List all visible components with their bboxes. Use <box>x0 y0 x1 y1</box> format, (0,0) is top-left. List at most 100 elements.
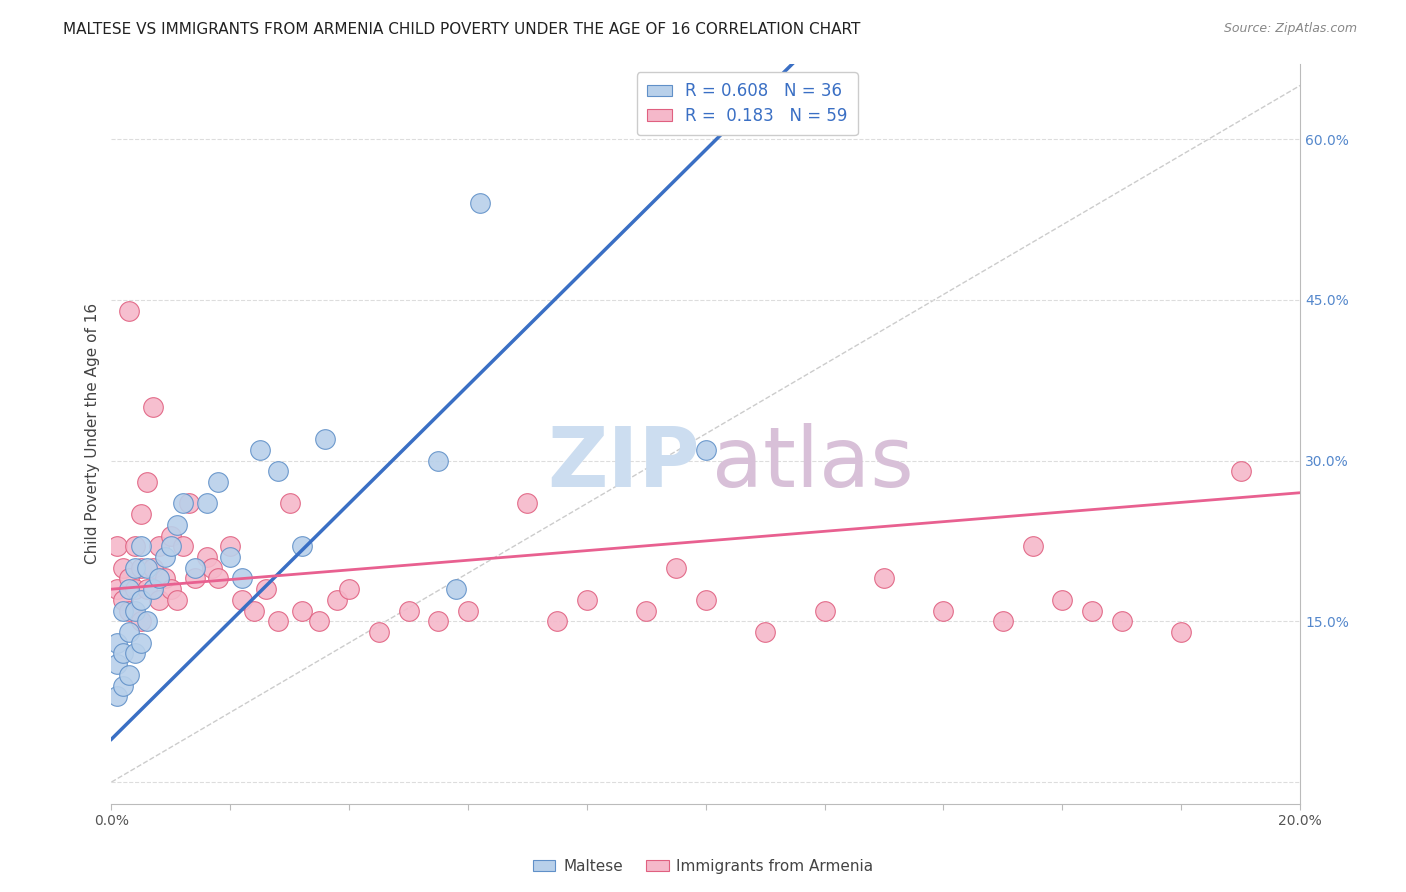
Point <box>267 464 290 478</box>
Point <box>105 582 128 597</box>
Point <box>207 572 229 586</box>
Point <box>754 625 776 640</box>
Point <box>207 475 229 489</box>
Point <box>468 196 491 211</box>
Point <box>457 604 479 618</box>
Point <box>118 668 141 682</box>
Point <box>129 539 152 553</box>
Point <box>118 582 141 597</box>
Point <box>575 593 598 607</box>
Point <box>932 604 955 618</box>
Point <box>148 539 170 553</box>
Text: Source: ZipAtlas.com: Source: ZipAtlas.com <box>1223 22 1357 36</box>
Point <box>427 615 450 629</box>
Point <box>148 593 170 607</box>
Point <box>172 496 194 510</box>
Point <box>136 560 159 574</box>
Point <box>308 615 330 629</box>
Point <box>124 560 146 574</box>
Point <box>112 593 135 607</box>
Point <box>219 549 242 564</box>
Point <box>166 593 188 607</box>
Point <box>112 604 135 618</box>
Point <box>105 690 128 704</box>
Point <box>183 560 205 574</box>
Point <box>243 604 266 618</box>
Point <box>142 400 165 414</box>
Point <box>118 604 141 618</box>
Point <box>695 593 717 607</box>
Point <box>1111 615 1133 629</box>
Point <box>118 572 141 586</box>
Point <box>124 647 146 661</box>
Point <box>1229 464 1251 478</box>
Point <box>201 560 224 574</box>
Point <box>129 560 152 574</box>
Point <box>219 539 242 553</box>
Point <box>398 604 420 618</box>
Point <box>314 432 336 446</box>
Point <box>153 572 176 586</box>
Point <box>813 604 835 618</box>
Point <box>337 582 360 597</box>
Point <box>160 539 183 553</box>
Point <box>636 604 658 618</box>
Point <box>124 604 146 618</box>
Text: MALTESE VS IMMIGRANTS FROM ARMENIA CHILD POVERTY UNDER THE AGE OF 16 CORRELATION: MALTESE VS IMMIGRANTS FROM ARMENIA CHILD… <box>63 22 860 37</box>
Point <box>1170 625 1192 640</box>
Point <box>160 528 183 542</box>
Point <box>177 496 200 510</box>
Point <box>124 582 146 597</box>
Point <box>278 496 301 510</box>
Point <box>172 539 194 553</box>
Point <box>142 560 165 574</box>
Point <box>231 593 253 607</box>
Point <box>326 593 349 607</box>
Point <box>118 303 141 318</box>
Point <box>105 636 128 650</box>
Point <box>129 636 152 650</box>
Point <box>136 582 159 597</box>
Point <box>1081 604 1104 618</box>
Point <box>153 549 176 564</box>
Point <box>1052 593 1074 607</box>
Point <box>231 572 253 586</box>
Point <box>873 572 896 586</box>
Point <box>148 572 170 586</box>
Point <box>695 442 717 457</box>
Text: atlas: atlas <box>711 423 914 504</box>
Point <box>124 539 146 553</box>
Legend: Maltese, Immigrants from Armenia: Maltese, Immigrants from Armenia <box>526 853 880 880</box>
Point <box>112 679 135 693</box>
Point <box>1021 539 1043 553</box>
Point <box>112 560 135 574</box>
Point <box>991 615 1014 629</box>
Point <box>129 593 152 607</box>
Legend: R = 0.608   N = 36, R =  0.183   N = 59: R = 0.608 N = 36, R = 0.183 N = 59 <box>637 72 858 135</box>
Point <box>546 615 568 629</box>
Point <box>249 442 271 457</box>
Point <box>665 560 688 574</box>
Point <box>105 539 128 553</box>
Point <box>136 475 159 489</box>
Point <box>166 517 188 532</box>
Point <box>195 549 218 564</box>
Point <box>129 615 152 629</box>
Point <box>267 615 290 629</box>
Point <box>142 582 165 597</box>
Point <box>195 496 218 510</box>
Point <box>444 582 467 597</box>
Point <box>160 582 183 597</box>
Point <box>254 582 277 597</box>
Point <box>516 496 538 510</box>
Point <box>367 625 389 640</box>
Y-axis label: Child Poverty Under the Age of 16: Child Poverty Under the Age of 16 <box>86 303 100 565</box>
Point <box>118 625 141 640</box>
Point <box>136 615 159 629</box>
Point <box>183 572 205 586</box>
Point <box>291 539 314 553</box>
Point <box>291 604 314 618</box>
Text: ZIP: ZIP <box>547 423 700 504</box>
Point <box>427 453 450 467</box>
Point <box>112 647 135 661</box>
